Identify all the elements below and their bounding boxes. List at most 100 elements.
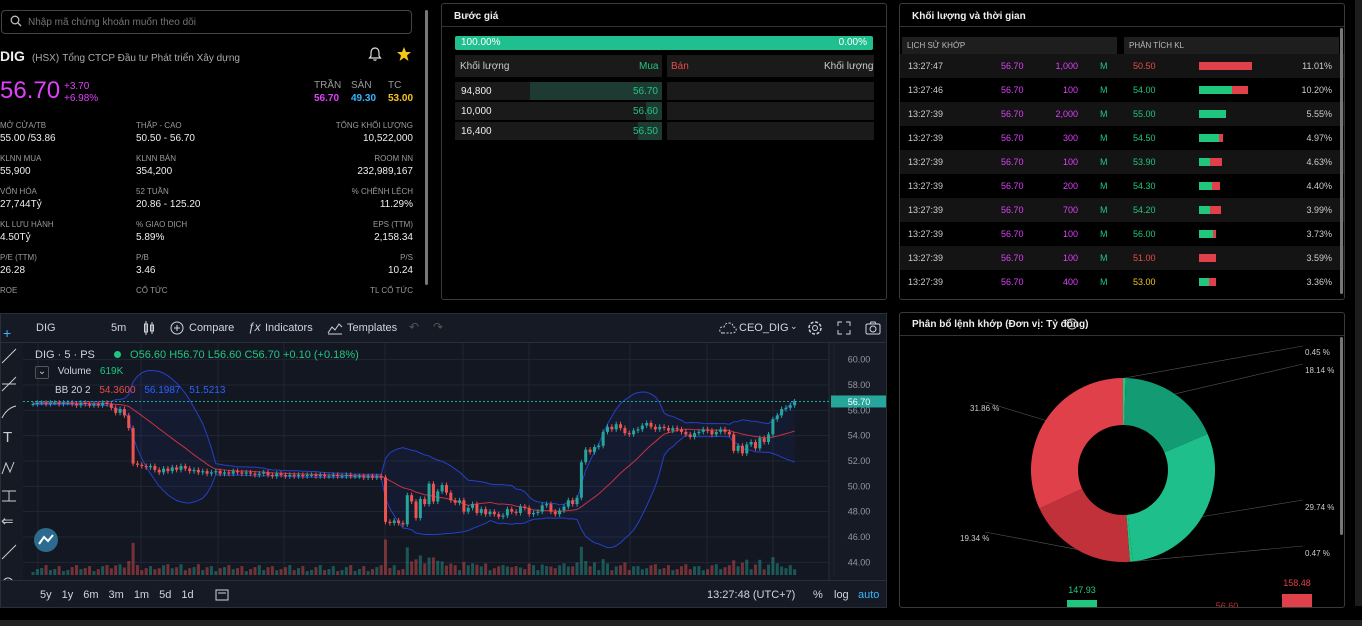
orderbook-row[interactable]: 94,800 56.70	[455, 82, 662, 100]
page-scrollbar[interactable]	[1355, 0, 1362, 606]
camera-icon[interactable]	[865, 321, 881, 338]
brush-tool-icon[interactable]	[1, 404, 17, 423]
favorite-star-icon[interactable]	[396, 46, 412, 65]
donut-slice[interactable]	[1124, 378, 1208, 453]
trade-row[interactable]: 13:27:39 56.70 100 M 51.00 3.59%	[900, 246, 1344, 270]
goto-date-icon[interactable]	[215, 589, 229, 604]
trade-row[interactable]: 13:27:47 56.70 1,000 M 50.50 11.01%	[900, 54, 1344, 78]
indicators-fx-icon[interactable]: ƒx	[248, 320, 261, 334]
back-arrow-icon[interactable]: ⇐	[1, 513, 14, 530]
candle	[349, 474, 353, 477]
trade-row[interactable]: 13:27:39 56.70 2,000 M 55.00 5.55%	[900, 102, 1344, 126]
candle	[331, 474, 335, 477]
tab-trade-history[interactable]: LỊCH SỬ KHỚP	[902, 37, 1117, 54]
candle	[440, 485, 444, 492]
layout-name[interactable]: CEO_DIG	[739, 322, 789, 334]
volume-bar	[632, 566, 636, 575]
fib-tool-icon[interactable]	[1, 376, 17, 395]
volume-bar	[257, 565, 261, 575]
stat-label: THẤP - CAO	[136, 121, 182, 130]
range-button-5y[interactable]: 5y	[40, 589, 52, 601]
distribution-scrollbar[interactable]	[1340, 337, 1343, 535]
range-button-1d[interactable]: 1d	[181, 589, 194, 601]
volume-bar	[736, 566, 740, 575]
candle	[227, 472, 231, 474]
toolbar-symbol[interactable]: DIG	[36, 322, 56, 334]
range-button-3m[interactable]: 3m	[108, 589, 124, 601]
undo-icon[interactable]: ↶	[409, 320, 420, 334]
floor-label: SÀN	[351, 80, 372, 91]
trade-side: M	[1100, 109, 1108, 119]
price-chart[interactable]: 60.00 58.00 56.00 54.00 52.00 50.00 48.00 46.00…	[23, 343, 887, 607]
settings-gear-icon[interactable]	[807, 320, 823, 339]
volume-value: 619K	[99, 366, 124, 377]
donut-slice[interactable]	[1031, 378, 1123, 509]
crosshair-tool-icon[interactable]: +	[3, 325, 12, 341]
donut-slice-label: 18.14 %	[1305, 366, 1334, 375]
cloud-icon[interactable]	[719, 322, 737, 337]
trade-row[interactable]: 13:27:39 56.70 100 M 53.90 4.63%	[900, 150, 1344, 174]
candle	[96, 404, 100, 406]
range-button-1m[interactable]: 1m	[133, 589, 150, 601]
tab-volume-analysis-label: PHÂN TÍCH KL	[1129, 41, 1184, 50]
candle	[745, 444, 749, 454]
indicators-button[interactable]: Indicators	[265, 322, 313, 334]
donut-slice[interactable]	[1127, 433, 1215, 562]
templates-icon[interactable]	[327, 321, 343, 338]
info-scrollbar[interactable]	[425, 10, 428, 285]
search-input[interactable]	[28, 14, 398, 30]
trade-row[interactable]: 13:27:39 56.70 100 M 56.00 3.73%	[900, 222, 1344, 246]
candle	[323, 474, 327, 477]
candle-type-icon[interactable]	[143, 321, 155, 338]
candle	[135, 463, 139, 465]
candle	[518, 506, 522, 513]
alert-bell-icon[interactable]	[367, 46, 383, 65]
fullscreen-icon[interactable]	[837, 321, 851, 338]
compare-plus-icon[interactable]	[170, 321, 184, 338]
distribution-donut-chart: 0.45 % 18.14 % 29.74 % 0.47 % 19.34 % 31.86 %…	[960, 345, 1334, 607]
trade-row[interactable]: 13:27:39 56.70 200 M 54.30 4.40%	[900, 174, 1344, 198]
trade-row[interactable]: 13:27:46 56.70 100 M 54.00 10.20%	[900, 78, 1344, 102]
pattern-tool-icon[interactable]	[1, 460, 17, 479]
orderbook-row[interactable]: 16,400 56.50	[455, 122, 662, 140]
trade-row[interactable]: 13:27:39 56.70 400 M 53.00 3.36%	[900, 270, 1344, 294]
collapse-chevron-icon[interactable]: ⌄	[35, 366, 49, 379]
measure-tool-icon[interactable]	[1, 488, 17, 507]
volume-bar	[449, 563, 453, 575]
range-button-5d[interactable]: 5d	[159, 589, 172, 601]
redo-icon[interactable]: ↷	[433, 320, 444, 334]
donut-slice[interactable]	[1126, 514, 1133, 562]
orderbook-row[interactable]: 10,000 56.60	[455, 102, 662, 120]
candle	[48, 402, 52, 404]
trade-row[interactable]: 13:27:39 56.70 300 M 54.50 4.97%	[900, 126, 1344, 150]
compare-button[interactable]: Compare	[189, 322, 235, 334]
volume-bar	[214, 571, 218, 575]
log-scale-toggle[interactable]: log	[834, 589, 849, 601]
depth-bar	[638, 122, 662, 140]
candle	[57, 402, 61, 404]
text-tool-icon[interactable]: T	[3, 429, 13, 446]
search-box[interactable]	[1, 10, 412, 34]
trade-row[interactable]: 13:27:39 56.70 700 M 54.20 3.99%	[900, 198, 1344, 222]
auto-scale-toggle[interactable]: auto	[858, 589, 880, 601]
trade-price: 56.70	[1001, 205, 1024, 215]
candle	[767, 434, 771, 442]
percent-scale-toggle[interactable]: %	[813, 589, 823, 601]
trades-scrollbar[interactable]	[1340, 28, 1343, 294]
trade-price: 56.70	[1001, 229, 1024, 239]
donut-slice[interactable]	[1123, 378, 1126, 426]
tab-volume-analysis[interactable]: PHÂN TÍCH KL	[1124, 37, 1339, 54]
ruler-tool-icon[interactable]	[1, 544, 17, 563]
interval-button[interactable]: 5m	[111, 322, 127, 334]
candle	[614, 424, 618, 430]
volume-bar	[61, 571, 65, 575]
analysis-price: 54.30	[1133, 181, 1156, 191]
range-button-6m[interactable]: 6m	[83, 589, 99, 601]
templates-button[interactable]: Templates	[347, 322, 398, 334]
trendline-tool-icon[interactable]	[1, 348, 17, 367]
volume-bar	[492, 568, 496, 575]
donut-slice[interactable]	[1039, 488, 1130, 562]
range-button-1y[interactable]: 1y	[61, 589, 74, 601]
layout-chevron-down-icon[interactable]: ⌄	[790, 321, 798, 331]
info-icon[interactable]	[1066, 318, 1078, 333]
